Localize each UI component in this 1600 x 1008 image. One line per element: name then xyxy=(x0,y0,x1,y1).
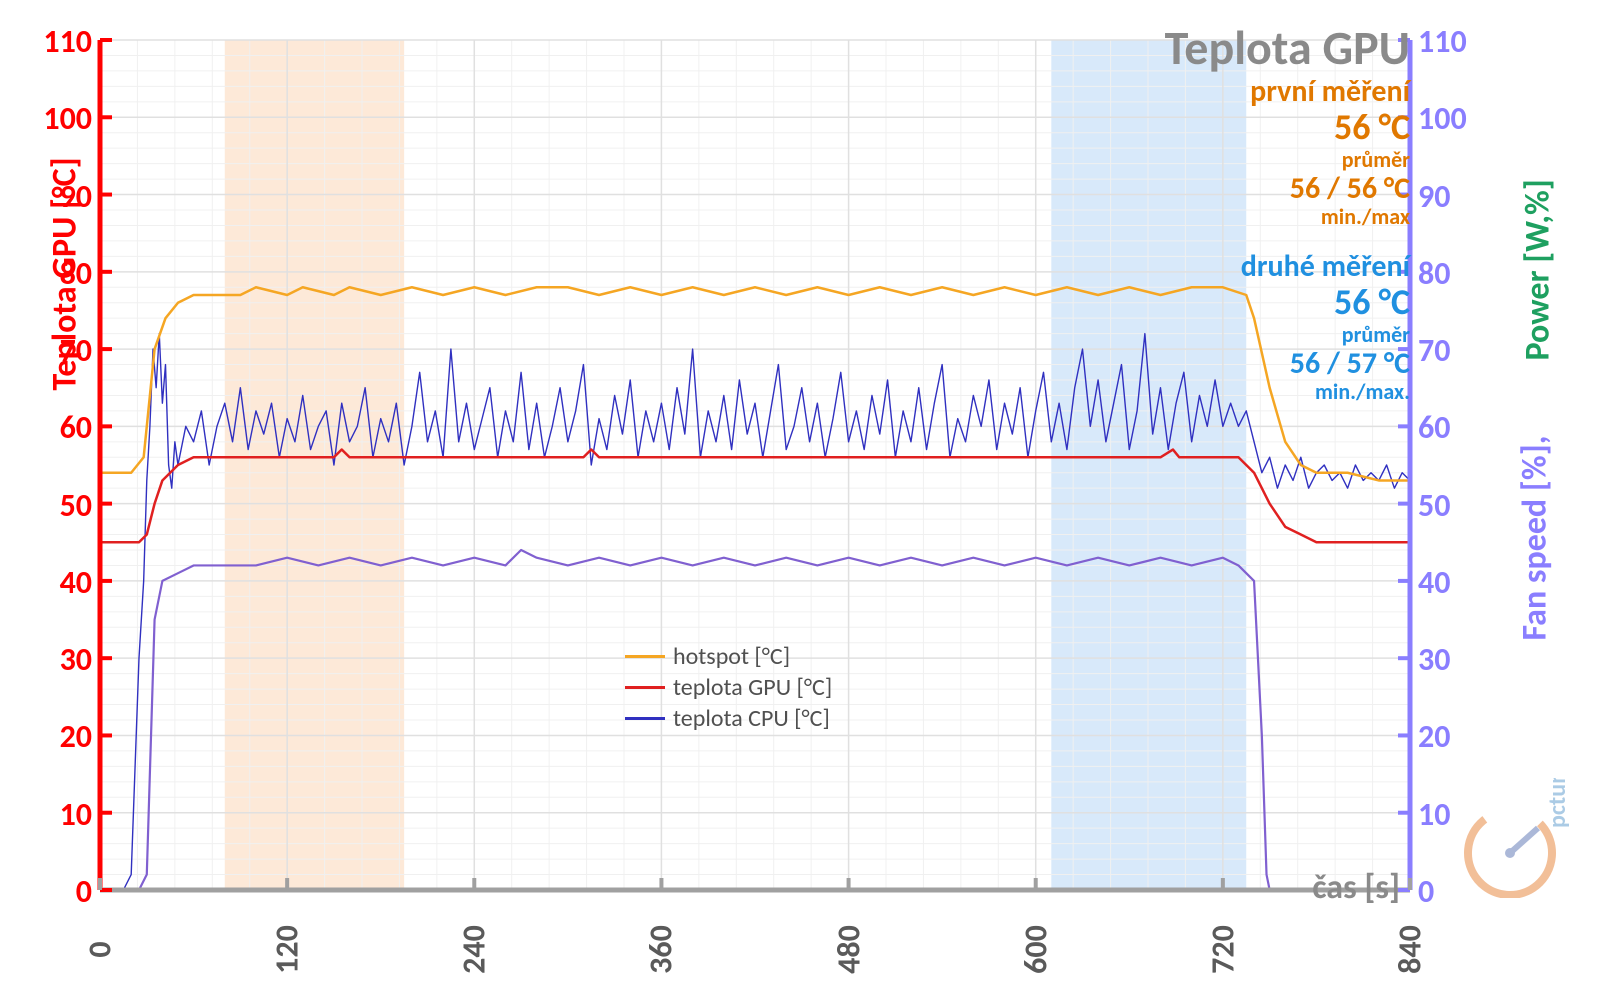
chart-title: Teplota GPU xyxy=(1165,18,1410,77)
y-right-tick: 40 xyxy=(1418,563,1478,602)
legend: hotspot [°C]teplota GPU [°C]teplota CPU … xyxy=(625,640,832,735)
y-right-tick: 0 xyxy=(1418,872,1478,911)
y-left-tick: 50 xyxy=(32,486,92,525)
y-left-tick: 60 xyxy=(32,408,92,447)
y-right-tick: 80 xyxy=(1418,254,1478,293)
x-tick: 0 xyxy=(81,920,120,980)
y-right-power-label: Power [W,%] xyxy=(1518,81,1559,361)
x-tick: 120 xyxy=(268,920,307,980)
y-right-tick: 10 xyxy=(1418,795,1478,834)
y-left-tick: 20 xyxy=(32,717,92,756)
chart-container: Teplota GPU Teplota GPU [°C] Fan speed [… xyxy=(0,0,1600,1008)
svg-text:pctuning: pctuning xyxy=(1543,778,1570,828)
y-left-tick: 70 xyxy=(32,331,92,370)
y-left-tick: 30 xyxy=(32,640,92,679)
x-tick: 360 xyxy=(642,920,681,980)
x-tick: 240 xyxy=(455,920,494,980)
legend-item: hotspot [°C] xyxy=(625,642,832,671)
legend-item: teplota CPU [°C] xyxy=(625,704,832,733)
x-tick: 480 xyxy=(829,920,868,980)
legend-item: teplota GPU [°C] xyxy=(625,673,832,702)
y-left-tick: 0 xyxy=(32,872,92,911)
y-right-tick: 50 xyxy=(1418,486,1478,525)
y-left-tick: 90 xyxy=(32,177,92,216)
measurement-annotation: druhé měření56 °Cprůměr56 / 57 °Cmin./ma… xyxy=(1241,250,1410,404)
y-left-tick: 40 xyxy=(32,563,92,602)
y-left-tick: 80 xyxy=(32,254,92,293)
y-left-tick: 100 xyxy=(32,99,92,138)
y-right-tick: 90 xyxy=(1418,177,1478,216)
y-right-tick: 70 xyxy=(1418,331,1478,370)
y-right-tick: 100 xyxy=(1418,99,1478,138)
x-tick: 720 xyxy=(1203,920,1242,980)
x-axis-label: čas [s] xyxy=(1312,867,1400,908)
y-right-tick: 30 xyxy=(1418,640,1478,679)
x-tick: 840 xyxy=(1391,920,1430,980)
y-left-tick: 110 xyxy=(32,22,92,61)
x-tick: 600 xyxy=(1016,920,1055,980)
measurement-annotation: první měření56 °Cprůměr56 / 56 °Cmin./ma… xyxy=(1250,75,1410,229)
y-right-fan-label: Fan speed [%], xyxy=(1515,341,1556,641)
y-right-tick: 60 xyxy=(1418,408,1478,447)
y-left-tick: 10 xyxy=(32,795,92,834)
y-right-tick: 110 xyxy=(1418,22,1478,61)
y-right-tick: 20 xyxy=(1418,717,1478,756)
